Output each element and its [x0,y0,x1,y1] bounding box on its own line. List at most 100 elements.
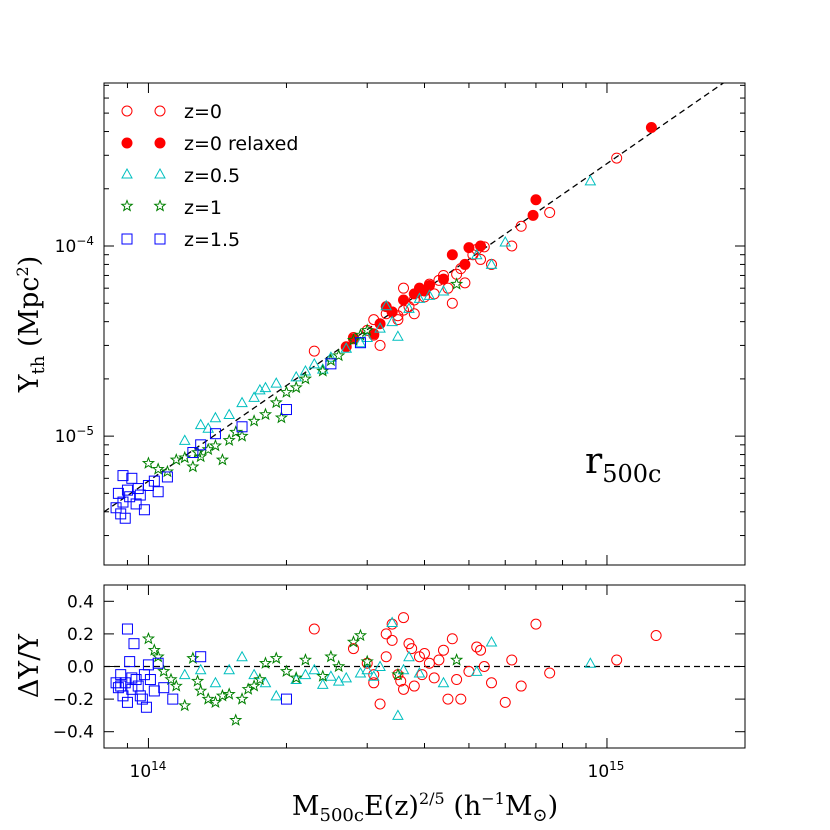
data-point-square [119,512,131,524]
data-point-triangle [470,248,483,260]
data-point-circle [506,654,518,666]
data-point-triangle [584,174,597,186]
data-point-triangle [194,663,207,675]
data-point-triangle [354,336,367,348]
residual-y-tick-label: 0.0 [67,658,94,678]
data-point-circle [308,345,320,357]
data-point-star [324,649,338,663]
data-point-circle [478,661,490,672]
legend-marker-filled-circle [154,137,166,149]
data-point-circle [475,644,487,656]
data-point-triangle [397,663,410,675]
legend-label-z15: z=1.5 [184,229,240,251]
data-point-circle [398,612,410,624]
data-point-circle [446,297,458,309]
main-plot-frame [103,82,746,566]
data-point-circle [408,680,420,692]
data-point-square [354,337,366,349]
data-point-circle [386,634,398,646]
data-point-star [222,687,236,700]
data-point-triangle [236,650,248,662]
data-point-star [141,456,156,469]
data-point-star [450,653,464,666]
data-point-circle [398,282,410,294]
data-point-star [178,698,192,712]
data-point-star [147,643,161,656]
data-point-triangle [485,258,498,269]
data-point-triangle [254,383,266,395]
data-point-circle [475,240,487,252]
data-point-circle [428,672,440,684]
data-point-square [187,447,199,459]
data-point-square [121,623,133,635]
data-point-circle [308,623,320,635]
data-point-triangle [209,676,222,688]
data-point-triangle [178,668,191,680]
legend-marker-square [154,233,166,245]
data-point-square [209,428,221,440]
residual-y-tick-label: 0.4 [67,592,94,612]
data-point-square [144,674,156,686]
data-point-triangle [367,670,380,681]
data-point-star [360,654,374,668]
data-point-star [253,672,267,686]
main-panel: 10−5 10−4 Yth (Mpc2) r500c z=0 z=0 relax… [13,82,746,566]
data-point-triangle [202,422,215,433]
data-point-triangle [236,396,248,408]
data-point-star [208,438,223,452]
data-point-circle [347,643,359,655]
data-point-square [148,475,160,487]
data-point-star [247,679,261,692]
data-point-star [235,429,249,442]
data-point-star [332,348,346,362]
legend-label-z0-relaxed: z=0 relaxed [184,133,298,155]
residual-y-tick-label: 0.2 [67,625,94,645]
data-point-star [450,277,464,290]
data-point-square [134,690,146,702]
data-point-circle [398,683,410,695]
data-point-square [121,696,133,708]
data-point-square [126,672,138,684]
data-point-star [160,464,175,478]
data-point-star [229,713,243,726]
data-point-circle [361,657,373,669]
data-point-star [274,410,289,424]
data-point-triangle [299,364,312,376]
data-point-square [152,486,164,498]
data-point-circle [386,306,398,318]
data-point-triangle [223,663,236,675]
data-point-circle [437,273,449,285]
y-axis-label: Yth (Mpc2) [13,256,49,394]
residual-ticks [103,585,746,748]
data-point-triangle [374,660,386,671]
data-point-circle [408,308,420,320]
data-point-triangle [248,668,260,680]
data-point-square [236,421,248,433]
data-point-star [157,664,171,677]
data-point-triangle [380,299,393,311]
data-point-circle [433,654,445,666]
data-point-circle [374,698,386,710]
data-point-square [140,701,152,713]
data-point-triangle [361,331,374,343]
legend-entry-z0-relaxed: z=0 relaxed [121,133,298,155]
data-point-triangle [270,689,283,701]
data-point-star [332,659,346,673]
data-point-circle [416,669,428,681]
data-point-star [298,371,313,385]
data-point-circle [392,314,404,326]
data-point-triangle [386,616,398,627]
data-point-triangle [386,315,398,327]
legend-marker-star [153,199,167,212]
data-point-square [161,471,173,483]
data-point-star [289,380,303,394]
data-point-square [130,498,142,510]
legend-marker-square [121,233,133,245]
x-tick-label-1e14: 1014 [130,759,167,782]
data-point-circle [530,194,542,206]
data-point-square [142,479,154,491]
data-point-circle [437,644,449,656]
residual-y-tick-labels: −0.4 −0.2 0.0 0.2 0.4 [53,592,94,742]
legend-marker-filled-circle [121,137,133,149]
data-point-triangle [325,351,337,362]
